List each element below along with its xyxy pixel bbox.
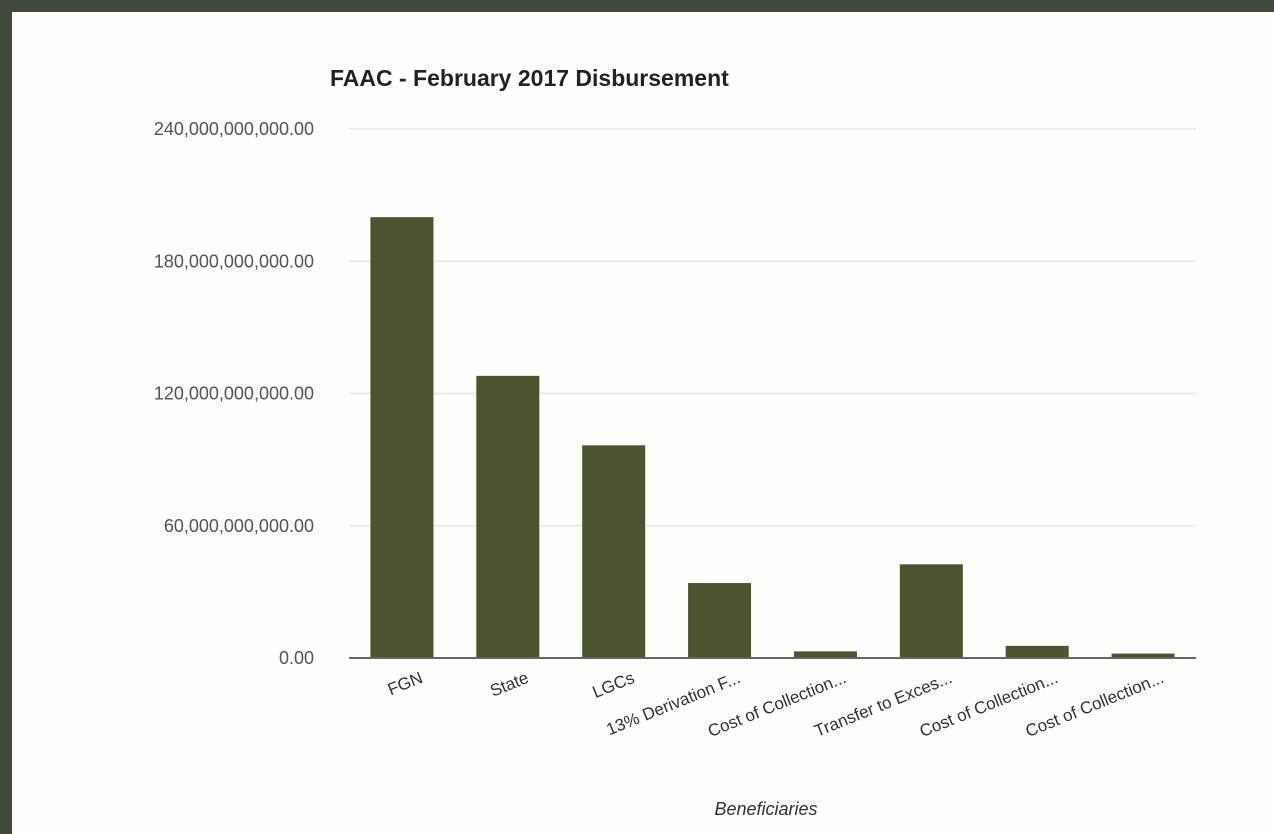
x-tick-label: LGCs: [590, 668, 637, 702]
y-tick-label: 60,000,000,000.00: [164, 516, 314, 536]
x-axis-title: Beneficiaries: [714, 799, 817, 819]
bar[interactable]: [1005, 645, 1069, 658]
y-axis-ticks: 0.00 60,000,000,000.00 120,000,000,000.00 1…: [154, 119, 314, 668]
bar[interactable]: [688, 583, 752, 658]
bar[interactable]: [899, 564, 963, 658]
bars: [370, 217, 1175, 658]
bar[interactable]: [793, 651, 857, 658]
y-tick-label: 180,000,000,000.00: [154, 251, 314, 271]
y-tick-label: 240,000,000,000.00: [154, 119, 314, 139]
x-tick-label: FGN: [385, 668, 425, 699]
y-tick-label: 0.00: [279, 648, 314, 668]
bar[interactable]: [476, 375, 540, 658]
bar[interactable]: [582, 445, 646, 658]
x-tick-label: State: [487, 668, 531, 700]
chart-title: FAAC - February 2017 Disbursement: [330, 65, 729, 91]
bar[interactable]: [370, 217, 434, 658]
chart-frame: FAAC - February 2017 Disbursement 0.00 60…: [12, 12, 1274, 834]
bar-chart: FAAC - February 2017 Disbursement 0.00 60…: [154, 65, 1196, 819]
bar[interactable]: [1111, 653, 1175, 658]
y-tick-label: 120,000,000,000.00: [154, 384, 314, 404]
gridlines: [349, 128, 1196, 527]
